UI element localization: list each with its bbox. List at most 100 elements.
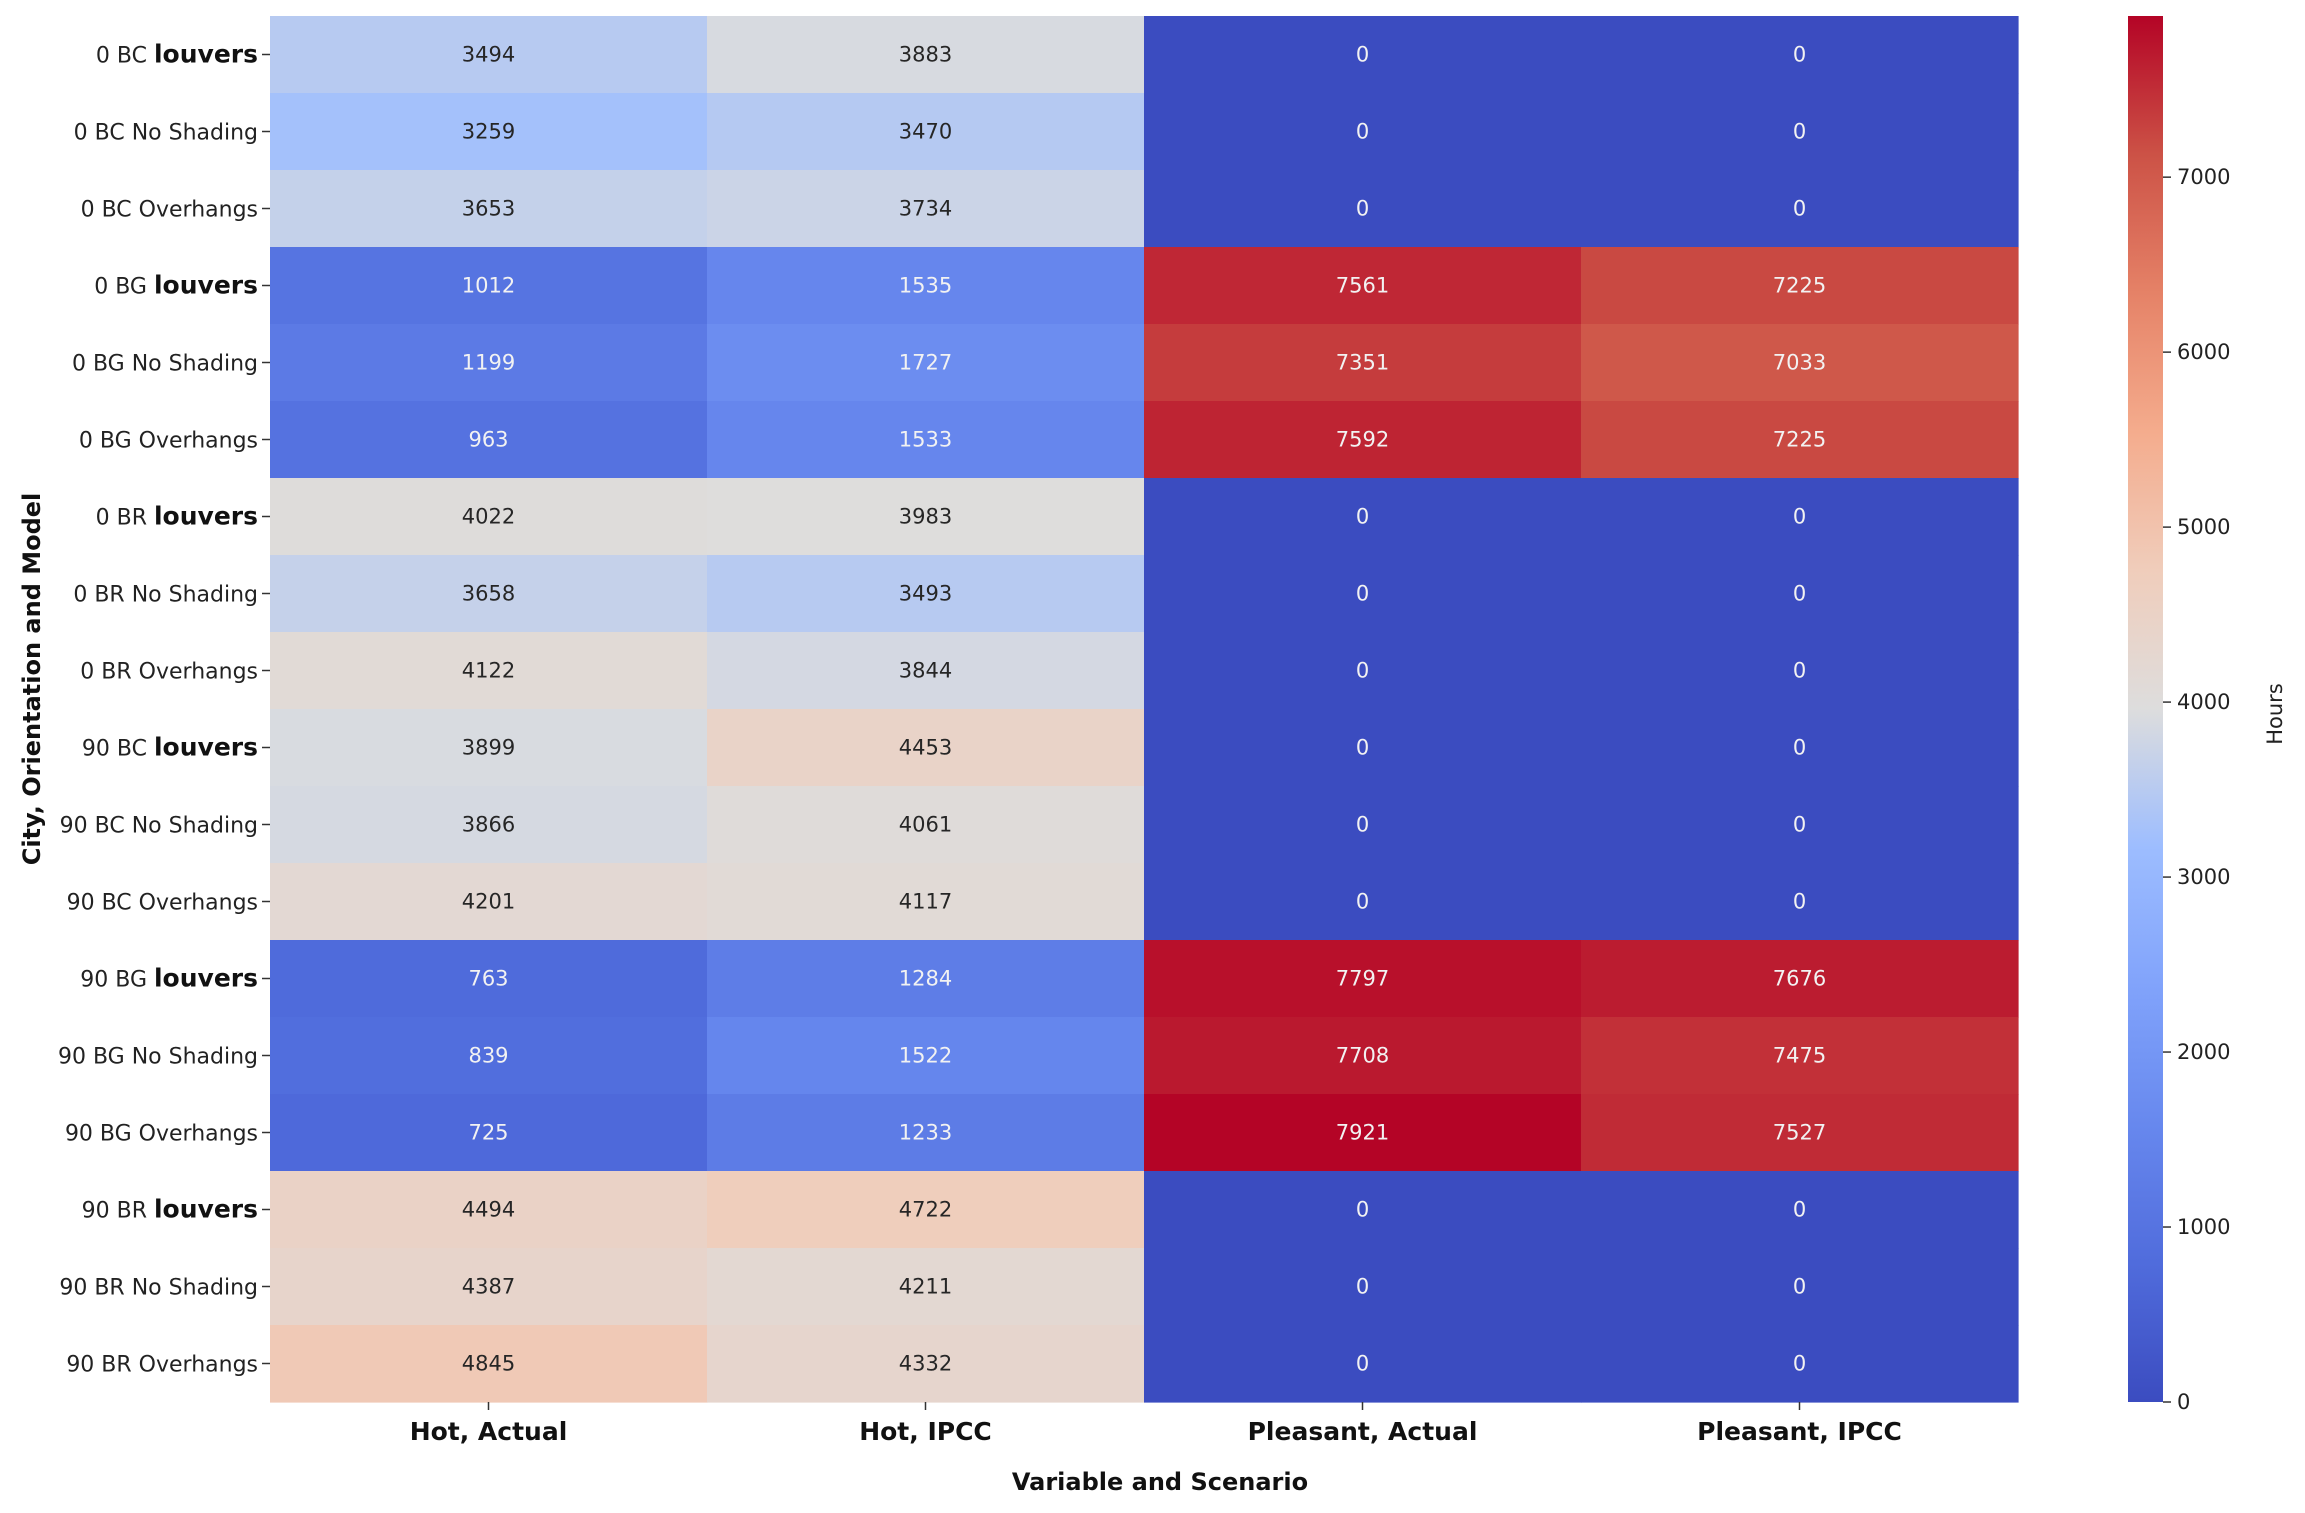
cell-value-label: 3493	[899, 582, 952, 606]
heatmap-cell	[270, 1248, 708, 1326]
heatmap-cell	[270, 555, 708, 633]
cell-value-label: 3983	[899, 505, 952, 529]
column-label: Hot, Actual	[410, 1417, 568, 1446]
colorbar-tick-label: 7000	[2177, 165, 2230, 189]
cell-value-label: 1233	[899, 1121, 952, 1145]
heatmap-cell	[1144, 1325, 1582, 1403]
cell-value-label: 0	[1356, 1198, 1369, 1222]
cell-value-label: 4387	[462, 1275, 515, 1299]
heatmap-cell	[1144, 93, 1582, 171]
cell-value-label: 0	[1356, 813, 1369, 837]
heatmap-cell	[707, 1248, 1145, 1326]
cell-value-label: 0	[1356, 736, 1369, 760]
cell-value-label: 1199	[462, 351, 515, 375]
cell-value-label: 7592	[1336, 428, 1389, 452]
cell-value-label: 1284	[899, 967, 952, 991]
cell-value-label: 7475	[1773, 1044, 1826, 1068]
cell-value-label: 4453	[899, 736, 952, 760]
heatmap-cell	[270, 1171, 708, 1249]
heatmap-cell	[1581, 1248, 2019, 1326]
heatmap-cell	[1581, 632, 2019, 710]
heatmap-cell	[707, 555, 1145, 633]
row-label: 0 BG Overhangs	[79, 429, 258, 454]
cell-value-label: 4201	[462, 890, 515, 914]
cell-value-label: 3844	[899, 659, 952, 683]
cell-value-label: 3494	[462, 43, 515, 67]
cell-value-label: 963	[468, 428, 508, 452]
row-label: 90 BG No Shading	[58, 1045, 258, 1070]
cell-value-label: 3883	[899, 43, 952, 67]
cell-value-label: 0	[1793, 120, 1806, 144]
cell-value-label: 4122	[462, 659, 515, 683]
row-label: 0 BG No Shading	[72, 352, 258, 377]
cell-value-label: 0	[1793, 1275, 1806, 1299]
cell-value-label: 1533	[899, 428, 952, 452]
heatmap-cell	[1581, 478, 2019, 556]
cell-value-label: 3899	[462, 736, 515, 760]
colorbar-gradient	[2128, 16, 2163, 1402]
heatmap-cell	[707, 786, 1145, 864]
heatmap-cell	[270, 863, 708, 941]
heatmap-cell	[270, 170, 708, 248]
cell-value-label: 0	[1793, 1198, 1806, 1222]
row-label: 90 BR No Shading	[59, 1276, 258, 1301]
heatmap-cell	[707, 93, 1145, 171]
row-label: 90 BG louvers	[80, 964, 258, 993]
heatmap-cell	[270, 247, 708, 325]
cell-value-label: 4211	[899, 1275, 952, 1299]
cell-value-label: 0	[1356, 1352, 1369, 1376]
cell-value-label: 7033	[1773, 351, 1826, 375]
heatmap-cells	[270, 16, 2019, 1403]
heatmap-cell	[707, 170, 1145, 248]
cell-value-label: 3470	[899, 120, 952, 144]
heatmap-cell	[270, 709, 708, 787]
colorbar-tick-label: 1000	[2177, 1215, 2230, 1239]
cell-value-label: 7225	[1773, 274, 1826, 298]
cell-value-label: 4722	[899, 1198, 952, 1222]
heatmap-cell	[707, 1325, 1145, 1403]
heatmap-cell	[707, 401, 1145, 479]
heatmap-cell	[1581, 1171, 2019, 1249]
heatmap-cell	[1581, 247, 2019, 325]
heatmap-cell	[1581, 93, 2019, 171]
heatmap-cell	[270, 1017, 708, 1095]
cell-value-label: 0	[1356, 43, 1369, 67]
heatmap-cell	[1581, 709, 2019, 787]
colorbar-tick-label: 5000	[2177, 515, 2230, 539]
cell-value-label: 0	[1793, 197, 1806, 221]
cell-value-label: 0	[1793, 582, 1806, 606]
row-label: 90 BC No Shading	[60, 814, 258, 839]
row-label: 0 BC No Shading	[74, 121, 258, 146]
column-label: Hot, IPCC	[859, 1417, 992, 1446]
heatmap-cell	[1581, 324, 2019, 402]
cell-value-label: 0	[1793, 505, 1806, 529]
heatmap-cell	[1144, 1248, 1582, 1326]
cell-value-label: 763	[468, 967, 508, 991]
cell-value-label: 0	[1793, 736, 1806, 760]
heatmap-cell	[270, 93, 708, 171]
heatmap-cell	[1581, 940, 2019, 1018]
cell-value-label: 0	[1356, 659, 1369, 683]
heatmap-cell	[1144, 863, 1582, 941]
cell-value-label: 0	[1793, 1352, 1806, 1376]
cell-value-label: 3734	[899, 197, 952, 221]
x-axis-title: Variable and Scenario	[1012, 1468, 1308, 1496]
heatmap-cell	[707, 709, 1145, 787]
row-label: 0 BR No Shading	[73, 583, 258, 608]
heatmap-cell	[1581, 555, 2019, 633]
heatmap-cell	[707, 632, 1145, 710]
cell-value-label: 0	[1793, 890, 1806, 914]
column-label: Pleasant, Actual	[1248, 1417, 1478, 1446]
cell-value-label: 1535	[899, 274, 952, 298]
cell-value-label: 1012	[462, 274, 515, 298]
heatmap-cell	[707, 324, 1145, 402]
cell-value-label: 7351	[1336, 351, 1389, 375]
row-label: 90 BC louvers	[82, 733, 258, 762]
cell-value-label: 0	[1356, 505, 1369, 529]
cell-value-label: 3259	[462, 120, 515, 144]
heatmap-cell	[1581, 1325, 2019, 1403]
colorbar-title: Hours	[2263, 683, 2287, 745]
heatmap-cell	[270, 401, 708, 479]
colorbar-tick-label: 4000	[2177, 690, 2230, 714]
cell-value-label: 7797	[1336, 967, 1389, 991]
